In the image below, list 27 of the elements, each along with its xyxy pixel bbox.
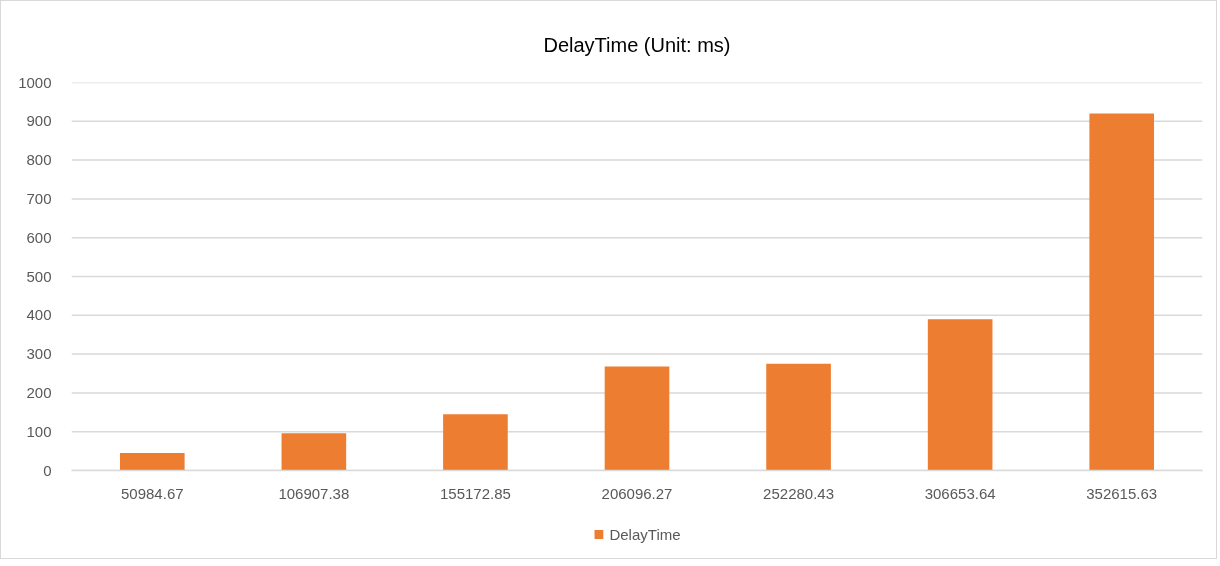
- bar: [1089, 113, 1155, 471]
- y-tick-label: 100: [26, 422, 52, 440]
- y-tick-label: 600: [26, 228, 52, 246]
- x-tick-label: 206096.27: [601, 484, 673, 502]
- x-tick-label: 155172.85: [439, 484, 511, 502]
- bar: [927, 319, 993, 471]
- bar: [604, 366, 670, 471]
- bar: [766, 363, 831, 471]
- legend-label: DelayTime: [609, 525, 681, 543]
- chart-title: DelayTime (Unit: ms): [543, 33, 731, 56]
- y-tick-label: 900: [26, 112, 52, 130]
- y-tick-label: 800: [26, 151, 52, 169]
- y-tick-label: 400: [26, 306, 52, 324]
- bar: [119, 453, 185, 471]
- x-tick-label: 352615.63: [1086, 484, 1158, 502]
- x-tick-label: 252280.43: [763, 484, 835, 502]
- x-tick-label: 306653.64: [924, 484, 996, 502]
- y-tick-label: 300: [26, 345, 52, 363]
- y-tick-label: 700: [26, 189, 52, 207]
- y-tick-label: 0: [43, 461, 52, 479]
- bar: [281, 433, 347, 471]
- y-tick-label: 200: [26, 383, 52, 401]
- x-tick-label: 50984.67: [121, 484, 184, 502]
- x-tick-label: 106907.38: [278, 484, 350, 502]
- bar: [443, 414, 508, 471]
- y-tick-label: 500: [26, 267, 52, 285]
- y-tick-label: 1000: [18, 73, 52, 91]
